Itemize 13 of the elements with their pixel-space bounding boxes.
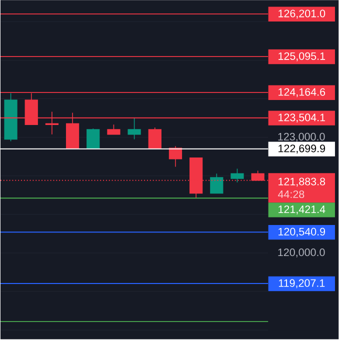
ref-line-label: 126,201.0 [278, 10, 326, 19]
ref-line-label: 121,883.8 [278, 178, 326, 187]
y-tick-label: 120,000.0 [278, 248, 325, 258]
ref-line-label: 121,421.4 [278, 206, 326, 214]
ref-line-label: 125,095.1 [278, 52, 326, 62]
ref-line-label: 124,164.6 [278, 88, 326, 98]
text: 44:28 [278, 190, 304, 198]
candlestick [169, 146, 182, 168]
y-tick-label: 123,000.0 [278, 132, 325, 142]
ref-line-label: 119,207.1 [279, 279, 325, 288]
ref-line-label: 122,699.9 [278, 144, 326, 154]
ref-line-label: 123,504.1 [278, 114, 326, 123]
ref-line-label: 120,540.9 [278, 228, 326, 237]
